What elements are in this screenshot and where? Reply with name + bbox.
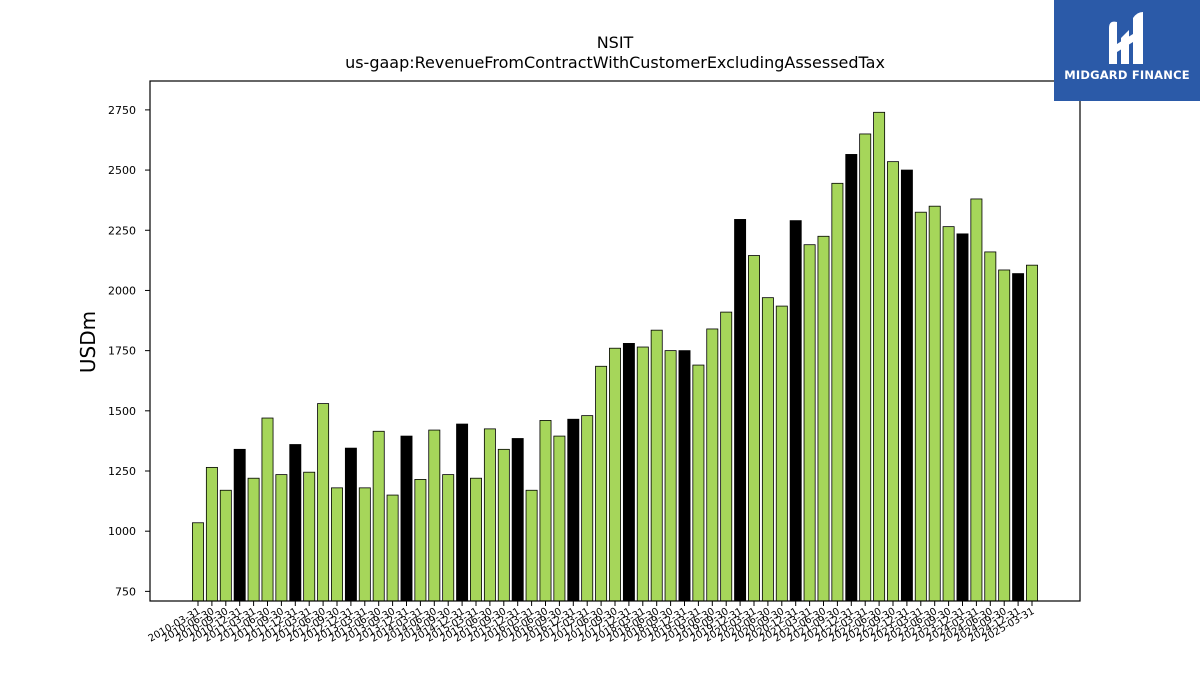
plot-frame bbox=[149, 80, 1081, 602]
y-tick-label: 750 bbox=[115, 585, 136, 598]
bar-2015-09-30 bbox=[497, 448, 510, 602]
bar-2019-09-30 bbox=[720, 311, 733, 602]
bar-2023-12-31 bbox=[956, 233, 969, 602]
bar-2015-06-30 bbox=[483, 428, 496, 602]
bar-2019-12-31 bbox=[734, 219, 747, 602]
bar-2020-12-31 bbox=[789, 220, 802, 602]
bar-2014-12-31 bbox=[456, 423, 469, 602]
bar-2012-09-30 bbox=[331, 487, 343, 602]
bar-2014-09-30 bbox=[442, 474, 455, 602]
bar-2017-09-30 bbox=[609, 347, 621, 602]
bar-2015-03-31 bbox=[470, 477, 482, 602]
bar-2016-09-30 bbox=[553, 435, 566, 602]
logo-text: MIDGARD FINANCE bbox=[1064, 68, 1190, 82]
y-tick-label: 2000 bbox=[108, 284, 136, 297]
midgard-logo-icon bbox=[1109, 12, 1143, 65]
y-tick-label: 1000 bbox=[108, 525, 136, 538]
bar-2014-03-31 bbox=[414, 479, 427, 602]
bar-2013-06-30 bbox=[372, 430, 385, 602]
bar-2016-06-30 bbox=[539, 420, 552, 602]
bar-2017-03-31 bbox=[581, 415, 594, 602]
bar-2016-12-31 bbox=[567, 418, 580, 602]
bar-2021-09-30 bbox=[831, 182, 844, 602]
y-tick-label: 1250 bbox=[108, 465, 136, 478]
bar-2020-06-30 bbox=[761, 297, 774, 602]
bar-2022-09-30 bbox=[887, 161, 899, 602]
bar-2018-12-31 bbox=[678, 350, 691, 602]
y-tick-label: 1750 bbox=[108, 345, 136, 358]
bar-2021-03-31 bbox=[803, 244, 816, 602]
bar-2023-06-30 bbox=[928, 205, 941, 602]
bar-2017-12-31 bbox=[622, 343, 635, 602]
bar-2024-12-31 bbox=[1012, 273, 1025, 602]
y-tick-label: 2750 bbox=[108, 104, 136, 117]
chart-subtitle: us-gaap:RevenueFromContractWithCustomerE… bbox=[345, 53, 885, 72]
bar-2018-06-30 bbox=[650, 329, 663, 602]
bar-2024-03-31 bbox=[970, 198, 983, 602]
bar-2021-12-31 bbox=[845, 154, 858, 602]
bar-2010-03-31 bbox=[192, 522, 204, 602]
bar-2023-03-31 bbox=[914, 211, 927, 602]
bar-2019-03-31 bbox=[692, 364, 705, 602]
bar-2018-03-31 bbox=[636, 346, 649, 602]
bar-2013-12-31 bbox=[400, 435, 413, 602]
bar-2014-06-30 bbox=[428, 429, 441, 602]
bars-group bbox=[192, 111, 1038, 602]
bar-2013-09-30 bbox=[386, 494, 399, 602]
bar-2011-09-30 bbox=[275, 474, 288, 602]
bar-2022-12-31 bbox=[900, 169, 913, 602]
y-tick-label: 2250 bbox=[108, 224, 136, 237]
chart-title: NSIT bbox=[597, 33, 634, 52]
bar-2010-06-30 bbox=[205, 466, 218, 602]
x-axis-ticks: 2010-03-312010-06-302010-09-302010-12-31… bbox=[147, 601, 1037, 645]
bar-2013-03-31 bbox=[358, 487, 371, 602]
y-tick-label: 2500 bbox=[108, 164, 136, 177]
bar-2024-09-30 bbox=[998, 269, 1011, 602]
bar-2012-06-30 bbox=[317, 403, 330, 602]
bar-2020-09-30 bbox=[775, 305, 788, 602]
y-axis-label: USDm bbox=[76, 311, 100, 373]
bar-2010-09-30 bbox=[219, 489, 232, 602]
y-axis-ticks: 750 1000 1250 1500 1750 2000 2250 2500 2750 bbox=[108, 104, 150, 598]
y-tick-label: 1500 bbox=[108, 405, 136, 418]
bar-2011-03-31 bbox=[247, 477, 260, 602]
bar-2011-12-31 bbox=[289, 444, 302, 602]
brand-logo: MIDGARD FINANCE bbox=[1054, 0, 1200, 101]
bar-2018-09-30 bbox=[664, 350, 677, 602]
bar-2020-03-31 bbox=[748, 255, 760, 602]
bar-2017-06-30 bbox=[595, 365, 608, 602]
bar-2010-12-31 bbox=[233, 448, 246, 602]
bar-2012-12-31 bbox=[344, 447, 357, 602]
bar-2022-06-30 bbox=[873, 111, 886, 602]
bar-2023-09-30 bbox=[942, 226, 955, 602]
bar-2011-06-30 bbox=[261, 417, 274, 602]
bar-2015-12-31 bbox=[511, 438, 524, 602]
bar-2025-03-31 bbox=[1026, 264, 1038, 602]
bar-2019-06-30 bbox=[706, 328, 719, 602]
bar-2024-06-30 bbox=[984, 251, 997, 602]
bar-2022-03-31 bbox=[859, 133, 872, 602]
bar-2021-06-30 bbox=[817, 235, 830, 602]
bar-2012-03-31 bbox=[303, 471, 316, 602]
bar-2016-03-31 bbox=[525, 489, 538, 602]
